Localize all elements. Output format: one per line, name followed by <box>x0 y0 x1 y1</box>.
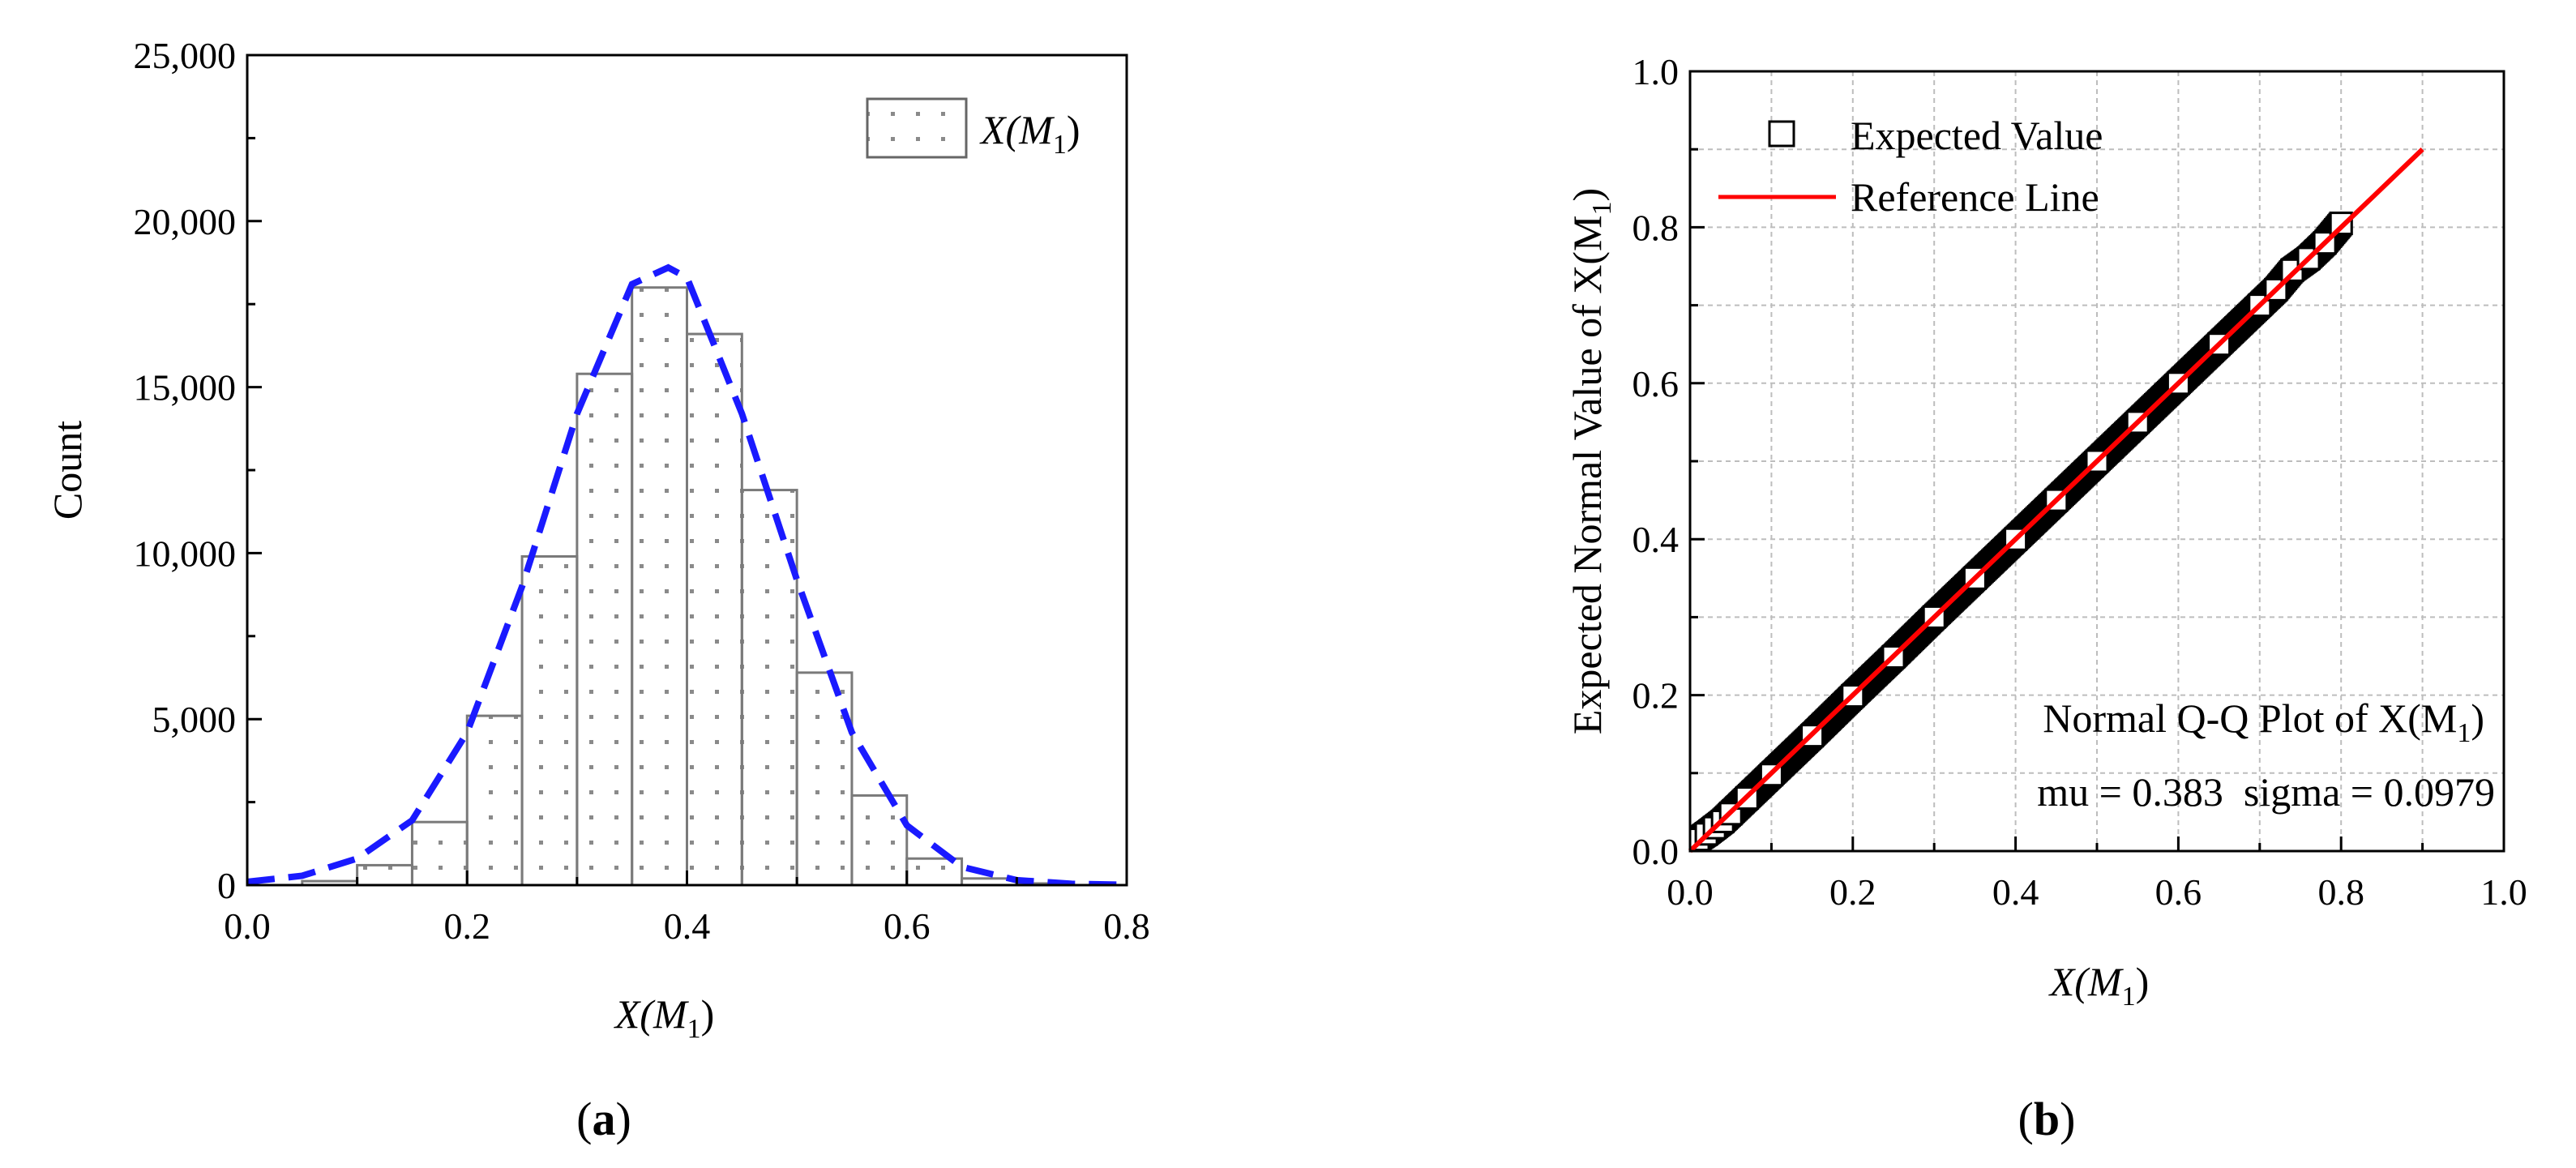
x-tick-label: 0.8 <box>1103 905 1150 947</box>
legend: X(M1) <box>866 97 1080 160</box>
x-tick-label: 0.2 <box>444 905 491 947</box>
y-axis-title: Expected Normal Value of X(M1) <box>1564 188 1617 734</box>
histogram-bar <box>795 671 854 887</box>
histogram-panel: 0.0 0.2 0.4 0.6 0.8 0 5,000 10,000 15,000 20,000… <box>45 35 1150 1145</box>
legend-swatch <box>866 97 968 159</box>
y-tick-label: 0.0 <box>1632 831 1680 872</box>
x-tick-label: 0.4 <box>1992 871 2039 913</box>
legend: Expected Value Reference Line <box>1718 113 2103 220</box>
qq-plot-stats: mu = 0.383 sigma = 0.0979 <box>2037 769 2495 815</box>
legend-label-reference: Reference Line <box>1851 174 2099 220</box>
histogram-bar <box>631 286 688 887</box>
y-tick-label: 0 <box>217 865 236 906</box>
legend-label: X(M1) <box>979 107 1080 160</box>
x-tick-label: 0.6 <box>884 905 931 947</box>
x-tick-label: 1.0 <box>2480 871 2527 913</box>
qq-plot-title: Normal Q-Q Plot of X(M1) <box>2043 695 2484 748</box>
y-axis-title: Count <box>45 421 90 520</box>
histogram-bar <box>740 489 798 887</box>
y-tick-label: 0.8 <box>1632 207 1680 248</box>
y-tick-label: 0.2 <box>1632 675 1680 717</box>
y-tick-label: 1.0 <box>1632 51 1680 92</box>
y-axis-ticks: 0 5,000 10,000 15,000 20,000 25,000 <box>134 35 262 906</box>
x-axis-title: X(M1) <box>2048 959 2150 1012</box>
x-tick-label: 0.0 <box>1667 871 1714 913</box>
expected-value-points <box>1690 212 2353 851</box>
x-tick-label: 0.4 <box>664 905 711 947</box>
normal-fit-curve <box>247 263 1127 885</box>
x-tick-label: 0.2 <box>1829 871 1876 913</box>
histogram-bar <box>576 372 634 887</box>
y-tick-label: 20,000 <box>134 201 237 242</box>
x-tick-label: 0.6 <box>2155 871 2202 913</box>
y-tick-label: 5,000 <box>152 699 237 740</box>
y-tick-label: 15,000 <box>134 367 237 409</box>
panel-label-b: (b) <box>2018 1093 2076 1145</box>
x-tick-label: 0.8 <box>2317 871 2364 913</box>
legend-marker-square <box>1768 120 1795 148</box>
x-tick-label: 0.0 <box>224 905 271 947</box>
histogram-bar <box>410 820 469 887</box>
x-axis-ticks: 0.0 0.2 0.4 0.6 0.8 1.0 <box>1667 836 2527 913</box>
y-tick-label: 10,000 <box>134 533 237 574</box>
histogram-bar <box>465 714 524 887</box>
histogram-bar <box>686 332 743 887</box>
grid-lines <box>1690 71 2504 851</box>
x-axis-title: X(M1) <box>614 991 715 1044</box>
x-axis-ticks: 0.0 0.2 0.4 0.6 0.8 <box>224 871 1150 947</box>
y-tick-label: 0.6 <box>1632 363 1680 404</box>
histogram-bar <box>850 794 909 887</box>
histogram-bar <box>356 863 413 887</box>
panel-label-a: (a) <box>576 1093 631 1145</box>
histogram-bars <box>301 286 1073 887</box>
y-axis-ticks: 0.0 0.2 0.4 0.6 0.8 1.0 <box>1632 51 1705 872</box>
y-tick-label: 25,000 <box>134 35 237 76</box>
y-tick-label: 0.4 <box>1632 519 1680 560</box>
reference-line <box>1688 148 2424 854</box>
legend-label-expected: Expected Value <box>1851 113 2103 158</box>
qq-plot-panel: 0.0 0.2 0.4 0.6 0.8 1.0 0.0 0.2 0.4 0.6 0.8 1.0 Ex… <box>1564 51 2527 1145</box>
histogram-bar <box>520 554 579 887</box>
